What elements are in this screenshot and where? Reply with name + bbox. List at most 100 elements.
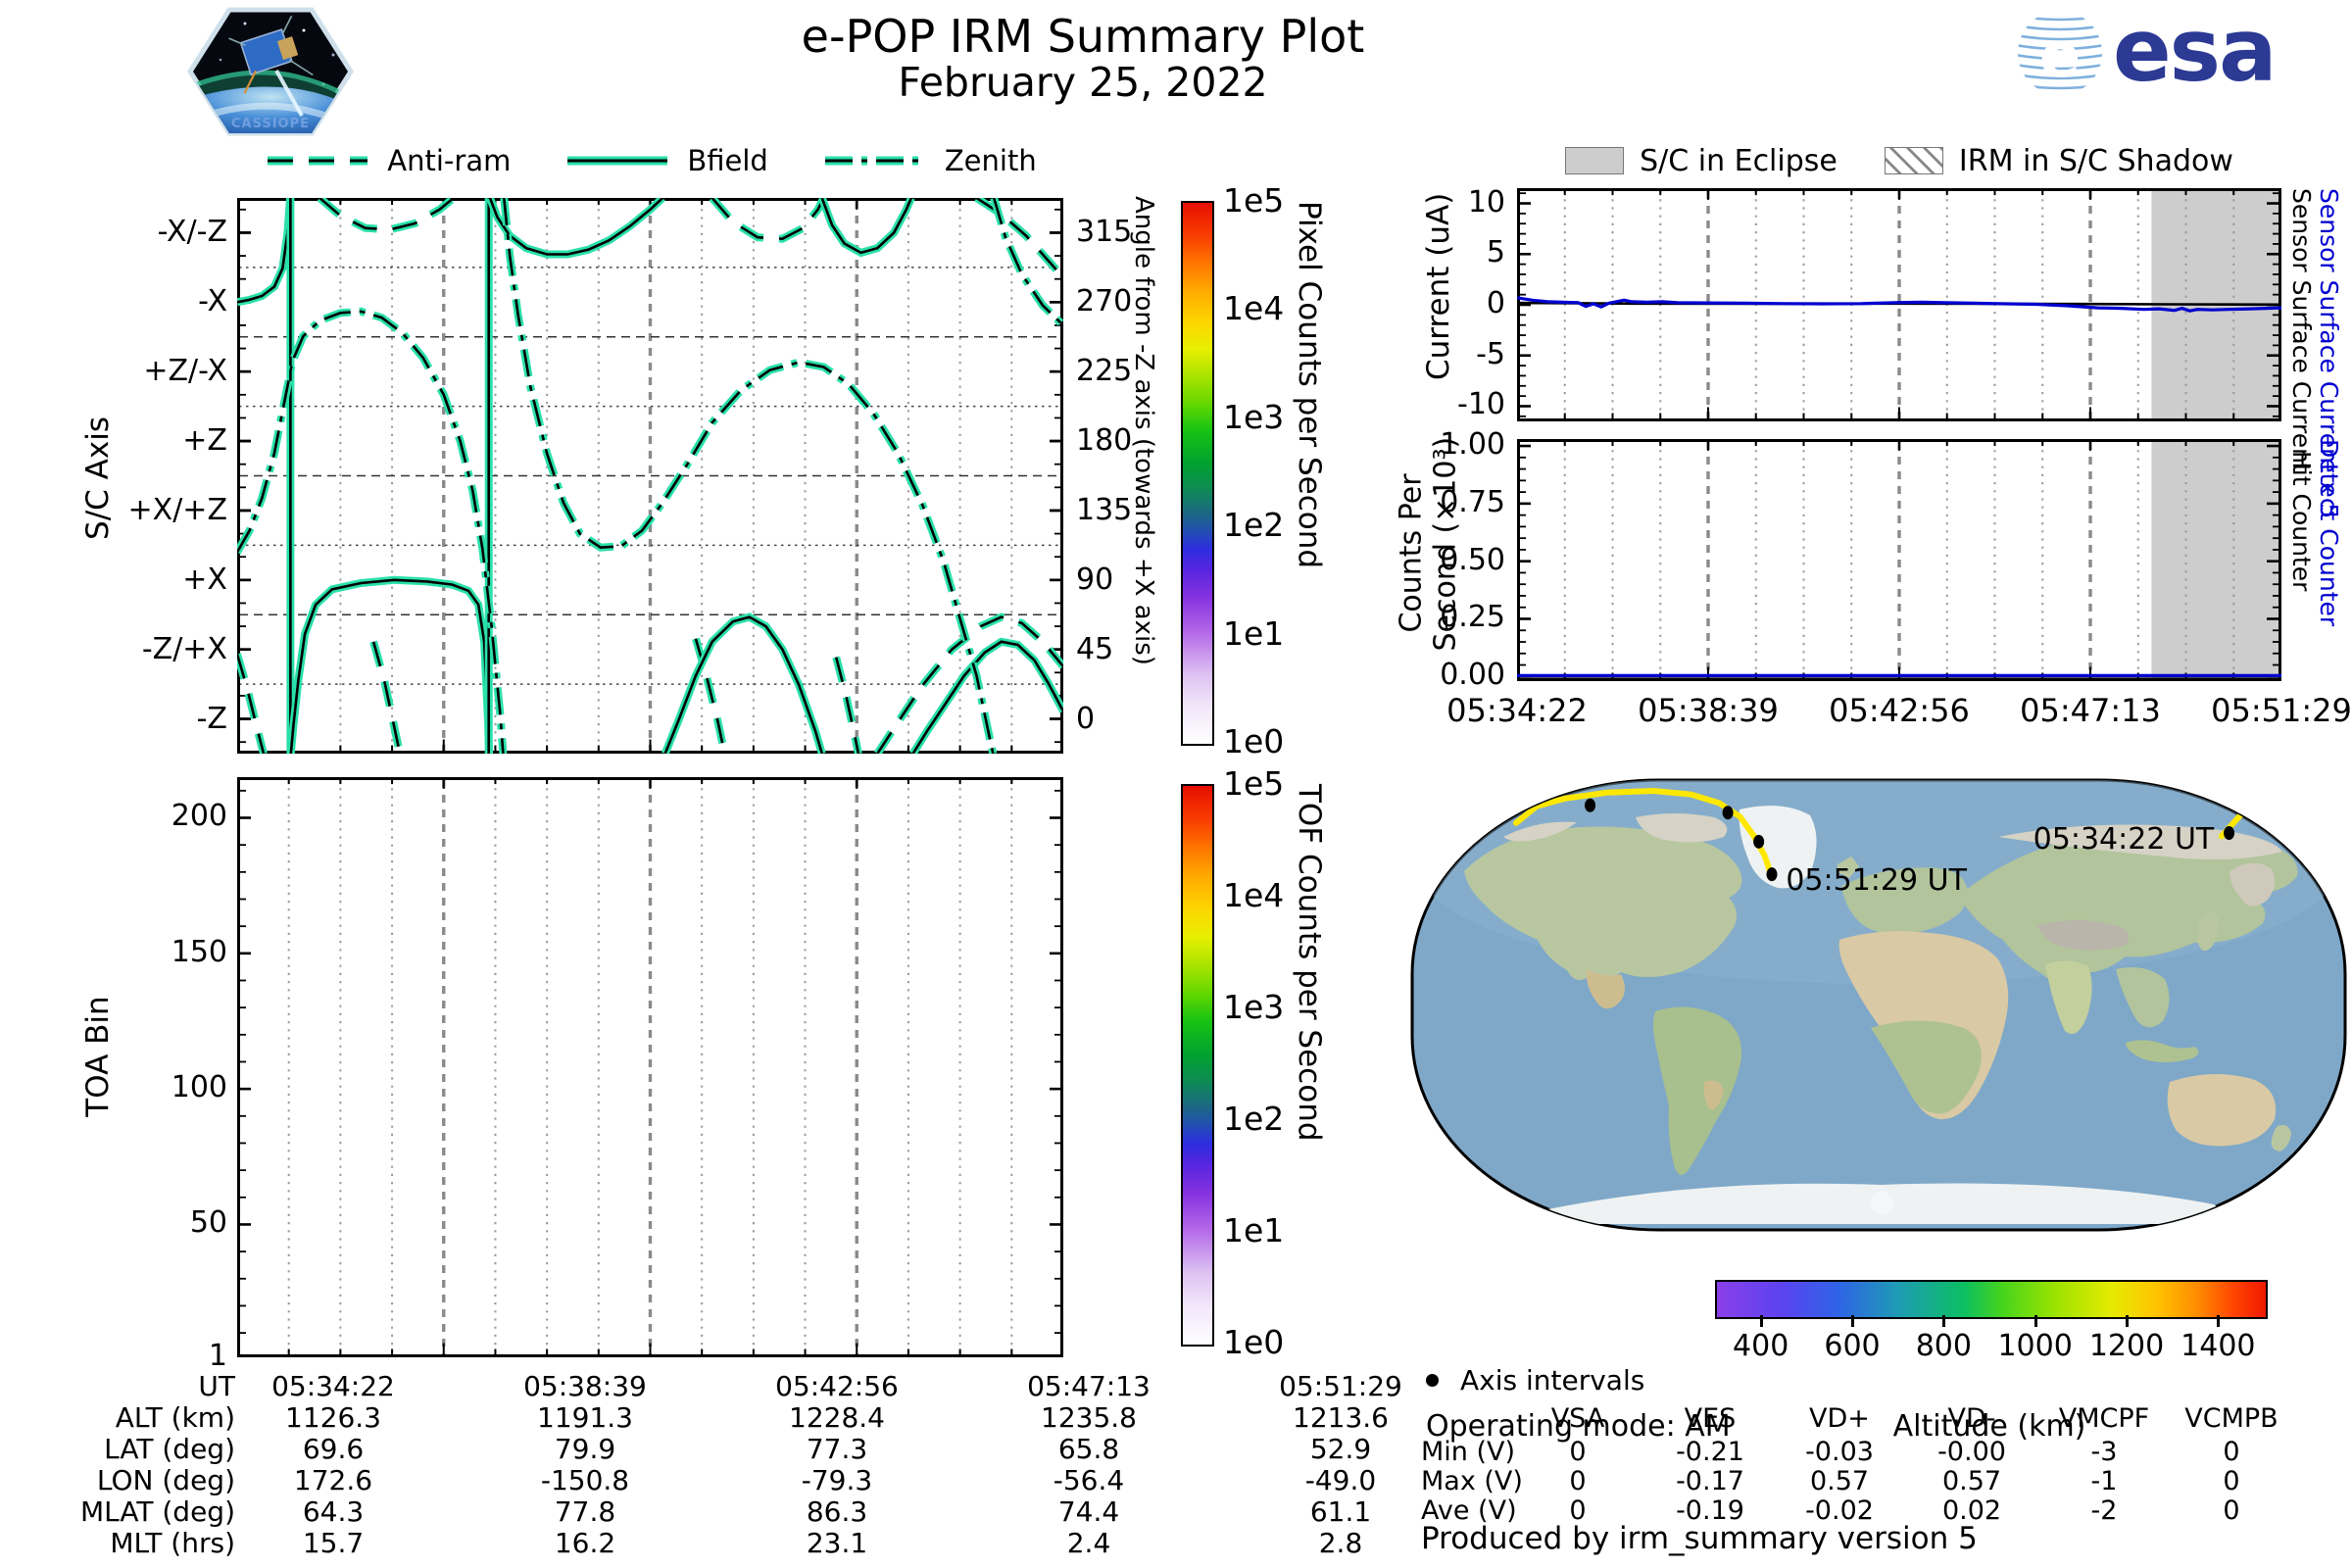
pixel-counts-colorbar bbox=[1181, 201, 1214, 746]
volt-row-label-Ave: Ave (V) bbox=[1421, 1495, 1517, 1526]
pixel-colorbar-label: Pixel Counts per Second bbox=[1292, 201, 1327, 569]
volt-cell: 0 bbox=[1569, 1495, 1587, 1526]
ephem-cell: -49.0 bbox=[1304, 1464, 1377, 1496]
esa-wordmark: esa bbox=[2113, 0, 2277, 101]
volt-cell: 0 bbox=[2223, 1495, 2240, 1526]
volt-col-VMCPF: VMCPF bbox=[2058, 1403, 2150, 1434]
svg-text:e: e bbox=[2039, 20, 2081, 91]
legend-item-zenith: Zenith bbox=[821, 144, 1037, 177]
ephem-cell: 2.8 bbox=[1318, 1527, 1363, 1559]
alt-tick-800: 800 bbox=[1915, 1329, 1972, 1363]
toa-ytick-100: 100 bbox=[171, 1070, 227, 1105]
ephem-cell: 16.2 bbox=[554, 1527, 616, 1559]
shadow-legend-item: IRM in S/C Shadow bbox=[1884, 143, 2233, 178]
alt-tick-mark-1400 bbox=[2217, 1315, 2221, 1327]
volt-cell: -1 bbox=[2090, 1466, 2118, 1496]
time-tick-05:34:22: 05:34:22 bbox=[1446, 692, 1588, 729]
tof-cbar-tick-1e4: 1e4 bbox=[1223, 876, 1285, 914]
pixel-cbar-tick-1e5: 1e5 bbox=[1223, 181, 1285, 220]
ephem-cell: -79.3 bbox=[801, 1464, 873, 1496]
axis-intervals-label: Axis intervals bbox=[1460, 1364, 1645, 1396]
ephem-cell: 1191.3 bbox=[537, 1401, 633, 1434]
sc-ytick-left--Z/+X: -Z/+X bbox=[141, 631, 227, 666]
ground-track-map: 05:34:22 UT 05:51:29 UT bbox=[1410, 778, 2347, 1232]
current-ytick-0: 0 bbox=[1486, 286, 1505, 320]
produced-by: Produced by irm_summary version 5 bbox=[1421, 1521, 1978, 1556]
eclipse-legend: S/C in Eclipse IRM in S/C Shadow bbox=[1517, 143, 2281, 178]
alt-tick-1400: 1400 bbox=[2180, 1329, 2256, 1363]
current-ytick--10: -10 bbox=[1457, 387, 1505, 422]
ephem-cell: 69.6 bbox=[302, 1433, 365, 1465]
ephem-cell: 172.6 bbox=[293, 1464, 373, 1496]
counts-right-label-blue: Detect Counter bbox=[2315, 439, 2343, 627]
counts-ytick-0.00: 0.00 bbox=[1440, 658, 1505, 693]
altitude-bar-label: Altitude (km) bbox=[1892, 1409, 2086, 1444]
sensor-current-plot bbox=[1517, 188, 2281, 421]
interval-dot-icon bbox=[1426, 1374, 1439, 1387]
ephem-row-label-ALT: ALT (km) bbox=[115, 1401, 235, 1434]
ephem-cell: 2.4 bbox=[1066, 1527, 1111, 1559]
volt-row-label-Max: Max (V) bbox=[1421, 1466, 1523, 1496]
alt-tick-400: 400 bbox=[1733, 1329, 1789, 1363]
ephem-row-label-LAT: LAT (deg) bbox=[104, 1433, 235, 1465]
current-right-label-blue: Sensor Surface Current x 5 bbox=[2315, 188, 2343, 519]
ephem-row-label-UT: UT bbox=[198, 1370, 235, 1402]
toa-bin-ylabel: TOA Bin bbox=[80, 996, 116, 1117]
ephem-cell: 77.8 bbox=[554, 1495, 616, 1528]
current-right-label-black: Sensor Surface Current bbox=[2287, 188, 2316, 473]
volt-cell: 0.57 bbox=[1941, 1466, 2002, 1496]
ephem-cell: 61.1 bbox=[1309, 1495, 1372, 1528]
ephem-cell: 52.9 bbox=[1309, 1433, 1372, 1465]
counter-rates-plot bbox=[1517, 439, 2281, 681]
sc-ytick-right-45: 45 bbox=[1076, 631, 1114, 666]
current-ytick-10: 10 bbox=[1467, 184, 1505, 220]
sc-ytick-left-+Z: +Z bbox=[182, 423, 227, 459]
volt-cell: -0.03 bbox=[1805, 1437, 1874, 1467]
shadow-legend-label: IRM in S/C Shadow bbox=[1958, 143, 2233, 178]
volt-cell: -0.17 bbox=[1676, 1466, 1744, 1496]
eclipse-legend-label: S/C in Eclipse bbox=[1640, 143, 1838, 178]
altitude-colorbar bbox=[1715, 1280, 2268, 1319]
sc-ytick-left--Z: -Z bbox=[196, 701, 227, 736]
volt-cell: 0 bbox=[1569, 1437, 1587, 1467]
sc-ytick-left--X/-Z: -X/-Z bbox=[157, 215, 227, 250]
ephem-cell: 05:34:22 bbox=[271, 1370, 395, 1402]
volt-col-VCMPB: VCMPB bbox=[2184, 1403, 2278, 1434]
ephem-cell: 05:47:13 bbox=[1027, 1370, 1151, 1402]
toa-bin-plot bbox=[237, 777, 1063, 1357]
toa-ytick-50: 50 bbox=[189, 1205, 227, 1241]
volt-cell: 0.02 bbox=[1941, 1495, 2002, 1526]
volt-col-VES: VES bbox=[1684, 1403, 1737, 1434]
ephem-cell: 05:42:56 bbox=[775, 1370, 899, 1402]
ephem-row-label-MLAT: MLAT (deg) bbox=[79, 1495, 235, 1528]
pixel-cbar-tick-1e0: 1e0 bbox=[1223, 722, 1285, 760]
ephem-cell: 74.4 bbox=[1057, 1495, 1120, 1528]
sc-ytick-right-0: 0 bbox=[1076, 701, 1096, 736]
counts-ytick-0.25: 0.25 bbox=[1440, 600, 1505, 635]
ephem-cell: 1235.8 bbox=[1041, 1401, 1137, 1434]
legend-item-bfield: Bfield bbox=[564, 144, 768, 177]
patch-label: CASSIOPE bbox=[231, 117, 310, 131]
alt-tick-1200: 1200 bbox=[2088, 1329, 2165, 1363]
time-tick-05:47:13: 05:47:13 bbox=[2020, 692, 2161, 729]
tof-colorbar-label: TOF Counts per Second bbox=[1292, 784, 1327, 1142]
time-tick-05:51:29: 05:51:29 bbox=[2211, 692, 2352, 729]
ephem-cell: 15.7 bbox=[302, 1527, 365, 1559]
eclipse-swatch bbox=[1565, 147, 1625, 174]
pixel-cbar-tick-1e3: 1e3 bbox=[1223, 397, 1285, 436]
tof-cbar-tick-1e3: 1e3 bbox=[1223, 988, 1285, 1026]
sc-axis-plot bbox=[237, 198, 1063, 754]
volt-cell: 0.57 bbox=[1809, 1466, 1870, 1496]
sc-ytick-right-135: 135 bbox=[1076, 492, 1133, 527]
legend-item-anti-ram: Anti-ram bbox=[264, 144, 511, 177]
ephem-cell: 05:38:39 bbox=[523, 1370, 647, 1402]
current-ytick--5: -5 bbox=[1476, 336, 1505, 371]
alt-tick-mark-400 bbox=[1759, 1315, 1763, 1327]
ephem-cell: 1213.6 bbox=[1293, 1401, 1389, 1434]
map-label-05-51-29-UT: 05:51:29 UT bbox=[1786, 863, 1967, 898]
toa-ytick-200: 200 bbox=[171, 799, 227, 834]
sc-ytick-left-+X/+Z: +X/+Z bbox=[127, 492, 227, 527]
ephem-row-label-MLT: MLT (hrs) bbox=[110, 1527, 235, 1559]
volt-cell: 0 bbox=[2223, 1466, 2240, 1496]
